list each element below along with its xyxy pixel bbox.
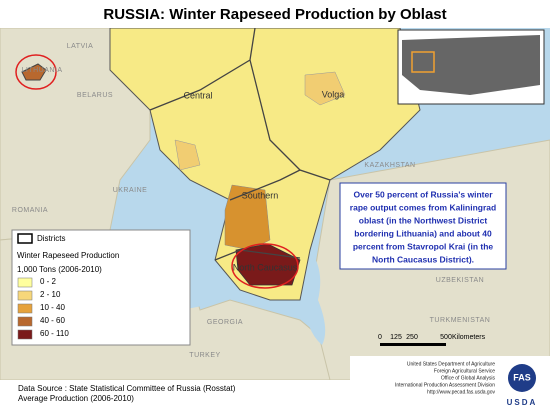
legend-class: 10 - 40 (40, 303, 65, 312)
oblast (174, 139, 201, 171)
district-label: Southern (242, 190, 279, 200)
inset-frame (411, 51, 435, 73)
legend-title: Winter Rapeseed Production (17, 251, 119, 260)
scale-tick: 0 (378, 334, 382, 341)
labels: LATVIA LITHUANIA BELARUS UKRAINE ROMANIA GEOR… (12, 43, 538, 407)
scale-bar-fill (380, 343, 446, 346)
highlight-circle (231, 243, 299, 289)
annotation-line: percent from Stavropol Krai (in the (353, 241, 494, 251)
caspian-sea (303, 250, 326, 345)
district-label: Central (183, 90, 212, 100)
district-boundary (149, 27, 331, 261)
source-line: Data Source : State Statistical Committe… (18, 384, 236, 393)
country-label: KAZAKHSTAN (364, 162, 415, 169)
country-label: TURKMENISTAN (430, 317, 491, 324)
scale-tick: 125 (390, 334, 402, 341)
country-label: TURKEY (189, 352, 220, 359)
country-label: BELARUS (77, 92, 113, 99)
annotation: Over 50 percent of Russia's winter rape o… (350, 189, 496, 264)
inset-land (402, 35, 540, 95)
agency-line: http://www.pecad.fas.usda.gov (427, 389, 495, 395)
source-line: Average Production (2006-2010) (18, 394, 134, 403)
country-label: GEORGIA (207, 319, 243, 326)
title-band (0, 0, 550, 28)
legend-swatch (17, 303, 33, 314)
annotation-line: bordering Lithuania) and about 40 (354, 228, 492, 238)
logo-circle (508, 364, 536, 392)
agency-line: United States Department of Agriculture (407, 361, 495, 367)
annotation-box (339, 182, 507, 270)
highlight-circle (15, 54, 57, 90)
legend: Districts Winter Rapeseed Production 1,000… (17, 233, 119, 340)
annotation-line: rape output comes from Kaliningrad (350, 202, 496, 212)
legend-label: Districts (37, 234, 65, 243)
legend-swatch (17, 277, 33, 288)
legend-class: 40 - 60 (40, 316, 65, 325)
annotation-line: Over 50 percent of Russia's winter (353, 189, 493, 199)
legend-box (11, 229, 191, 346)
agency-line: Foreign Agricultural Service (434, 368, 495, 374)
scale-tick: 250 (406, 334, 418, 341)
country-label: UKRAINE (113, 187, 148, 194)
annotation-line: North Caucasus District). (372, 254, 474, 264)
district-label: Volga (322, 89, 345, 99)
scale-tick: 500 (440, 334, 452, 341)
legend-class: 0 - 2 (40, 277, 57, 286)
logo-fas: FAS (513, 372, 531, 382)
annotation-line: oblast (in the Northwest District (359, 215, 488, 225)
legend-units: 1,000 Tons (2006-2010) (17, 265, 102, 274)
kaliningrad (21, 63, 47, 81)
title: RUSSIA: Winter Rapeseed Production by Ob… (103, 6, 446, 23)
district-label: North Caucasus (233, 262, 298, 272)
oblast (304, 71, 346, 106)
legend-swatch (17, 290, 33, 301)
scale-bar: 0 125 250 500 Kilometers (378, 334, 486, 346)
country-label: LITHUANIA (21, 67, 62, 74)
legend-class: 2 - 10 (40, 290, 61, 299)
district-swatch (17, 233, 33, 244)
legend-swatch (17, 329, 33, 340)
logo-usda: USDA (507, 398, 538, 407)
agency-line: Office of Global Analysis (441, 375, 496, 381)
country-label: ROMANIA (12, 207, 48, 214)
country-label: LATVIA (67, 43, 94, 50)
legend-class: 60 - 110 (40, 329, 69, 338)
country-label: UZBEKISTAN (436, 277, 484, 284)
legend-swatch (17, 316, 33, 327)
agency-line: International Production Assessment Divi… (395, 382, 495, 388)
scale-unit: Kilometers (452, 334, 486, 341)
